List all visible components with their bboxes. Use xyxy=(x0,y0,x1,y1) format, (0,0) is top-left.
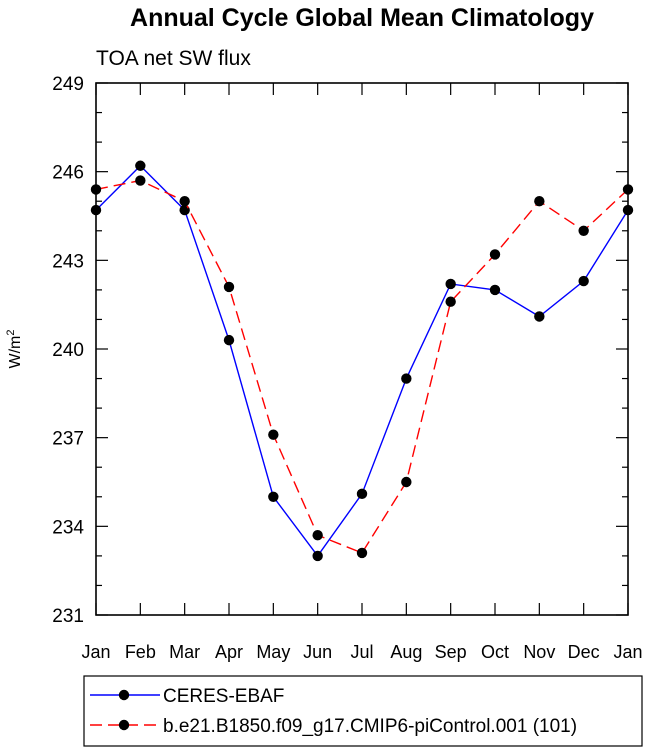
y-axis-label: W/m2 xyxy=(5,330,24,369)
data-point xyxy=(445,278,456,290)
data-point xyxy=(223,334,235,346)
chart-title: Annual Cycle Global Mean Climatology xyxy=(130,4,594,32)
legend-label: b.e21.B1850.f09_g17.CMIP6-piControl.001 … xyxy=(163,716,577,737)
y-tick-label: 249 xyxy=(52,74,84,95)
data-point xyxy=(135,160,146,171)
data-point xyxy=(445,296,456,307)
y-axis-label-unit: W/m xyxy=(7,336,24,369)
x-axis-tick-labels: Jan Feb Mar Apr May Jun Jul Aug Sep Oct Nov Dec Jan xyxy=(81,642,642,662)
y-tick-label: 243 xyxy=(52,251,84,272)
data-point xyxy=(312,550,323,562)
x-tick-label: Oct xyxy=(481,642,509,662)
y-tick-label: 240 xyxy=(52,340,84,361)
x-tick-label: Nov xyxy=(523,642,555,662)
series-1 xyxy=(90,160,634,562)
legend-label: CERES-EBAF xyxy=(163,686,284,707)
chart-subtitle: TOA net SW flux xyxy=(96,47,251,70)
x-tick-label: Sep xyxy=(435,642,467,662)
x-tick-label: Mar xyxy=(169,642,200,662)
data-point xyxy=(489,249,501,260)
x-tick-label: Jan xyxy=(81,642,110,662)
data-point xyxy=(312,530,323,541)
x-tick-label: Apr xyxy=(215,642,243,662)
legend-box xyxy=(83,675,643,747)
y-tick-label: 234 xyxy=(52,517,84,538)
legend-item-2: b.e21.B1850.f09_g17.CMIP6-piControl.001 … xyxy=(90,716,577,737)
data-point xyxy=(534,311,545,322)
data-point xyxy=(578,225,589,236)
legend-items: CERES-EBAF b.e21.B1850.f09_g17.CMIP6-piCo… xyxy=(90,686,577,737)
series-2 xyxy=(90,175,634,559)
data-point xyxy=(356,488,368,500)
legend: CERES-EBAF b.e21.B1850.f09_g17.CMIP6-piCo… xyxy=(83,675,643,747)
plot-series xyxy=(90,160,634,562)
axis-ticks xyxy=(95,82,629,616)
y-tick-label: 237 xyxy=(52,429,84,450)
data-point xyxy=(179,204,190,216)
data-point xyxy=(223,281,235,293)
legend-item-1: CERES-EBAF xyxy=(90,686,284,707)
data-point xyxy=(268,429,279,440)
x-tick-label: Jan xyxy=(613,642,642,662)
x-tick-label: May xyxy=(256,642,290,662)
data-point xyxy=(489,284,501,296)
x-tick-label: Dec xyxy=(568,642,600,662)
x-tick-label: Aug xyxy=(390,642,422,662)
y-axis-label-exponent: 2 xyxy=(5,330,17,336)
data-point xyxy=(401,476,412,488)
data-point xyxy=(401,373,412,384)
y-axis-tick-labels: 231 234 237 240 243 246 249 xyxy=(52,74,84,627)
y-tick-label: 231 xyxy=(52,606,84,627)
x-tick-label: Jun xyxy=(303,642,332,662)
x-tick-label: Jul xyxy=(350,642,373,662)
data-point xyxy=(356,547,368,559)
x-tick-label: Feb xyxy=(125,642,156,662)
data-point xyxy=(268,491,279,502)
plot-frame xyxy=(95,82,629,616)
data-point xyxy=(179,196,190,207)
data-point xyxy=(135,175,146,186)
data-point xyxy=(534,196,545,207)
y-tick-label: 246 xyxy=(52,163,84,184)
legend-marker xyxy=(118,719,130,731)
legend-marker xyxy=(118,689,130,701)
data-point xyxy=(578,275,589,287)
